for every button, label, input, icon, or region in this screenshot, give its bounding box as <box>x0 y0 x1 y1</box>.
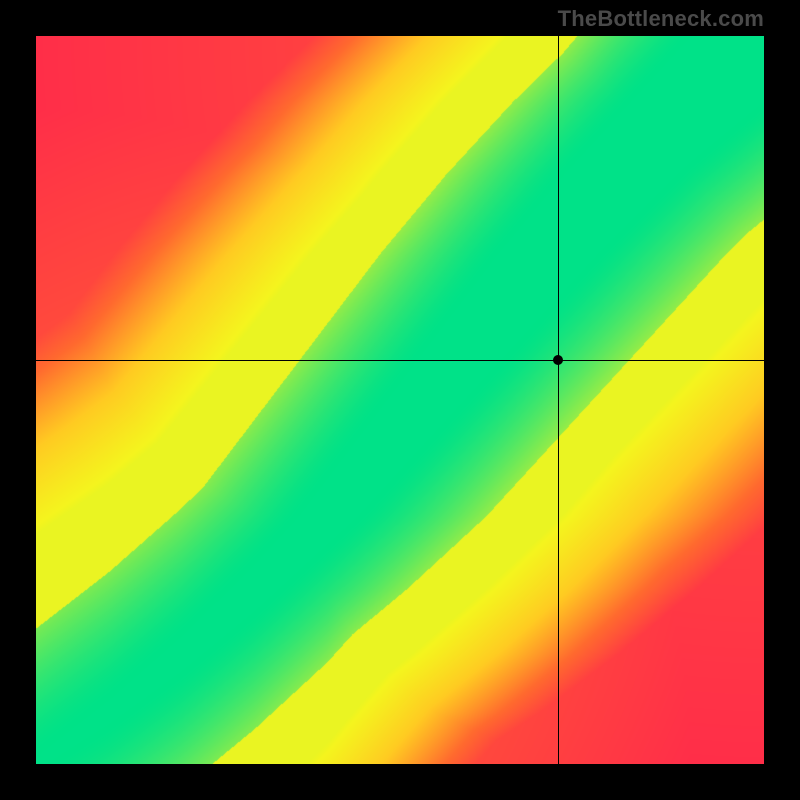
crosshair-vertical <box>558 36 559 764</box>
watermark-text: TheBottleneck.com <box>558 6 764 32</box>
frame: TheBottleneck.com <box>0 0 800 800</box>
heatmap-plot <box>36 36 764 764</box>
heatmap-canvas <box>36 36 764 764</box>
crosshair-horizontal <box>36 360 764 361</box>
crosshair-marker <box>553 355 563 365</box>
